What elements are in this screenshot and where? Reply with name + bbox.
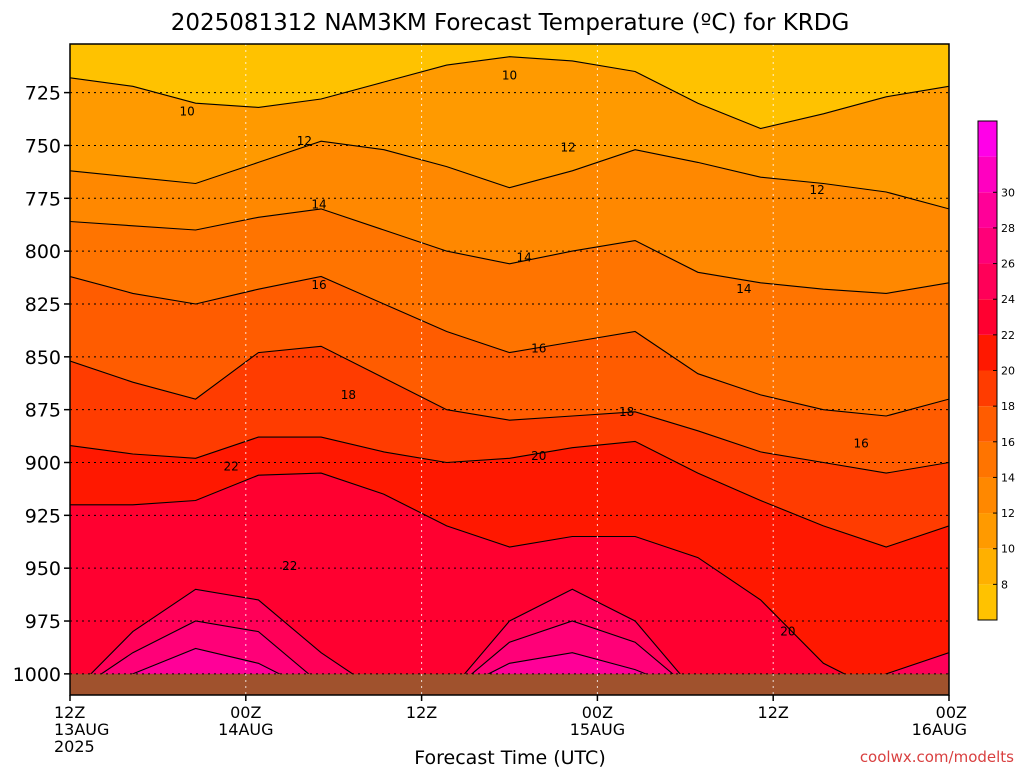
colorbar-swatch <box>978 192 997 228</box>
y-tick-label: 975 <box>25 611 61 633</box>
credit-text: coolwx.com/modelts <box>860 748 1014 766</box>
colorbar-label: 28 <box>1001 222 1015 235</box>
contour-label: 18 <box>341 388 356 402</box>
colorbar-label: 16 <box>1001 436 1015 449</box>
contour-label: 12 <box>297 134 312 148</box>
contour-line-28 <box>70 647 949 695</box>
colorbar-swatch <box>978 263 997 300</box>
y-tick-label: 850 <box>25 347 61 369</box>
colorbar: 8 10 12 14 16 18 20 22 24 26 28 30 <box>977 120 1015 621</box>
colorbar-swatch <box>978 406 997 442</box>
colorbar-swatch <box>978 548 997 585</box>
x-tick-label: 00Z <box>582 703 613 722</box>
contour-label: 22 <box>282 559 297 573</box>
y-tick-label: 875 <box>25 400 61 422</box>
x-tick-label: 14AUG <box>218 720 273 739</box>
colorbar-swatch <box>978 156 997 193</box>
colorbar-label: 18 <box>1001 400 1015 413</box>
y-tick-label: 925 <box>25 505 61 527</box>
colorbar-label: 20 <box>1001 365 1015 378</box>
contour-label: 16 <box>531 341 546 355</box>
contour-line-22 <box>70 472 949 695</box>
colorbar-swatch <box>978 441 997 478</box>
colorbar-swatch <box>978 334 997 371</box>
colorbar-label: 10 <box>1001 543 1015 556</box>
colorbar-swatch <box>978 477 997 514</box>
y-tick-label: 1000 <box>13 664 61 686</box>
colorbar-swatch <box>978 299 997 335</box>
colorbar-swatch <box>978 513 997 549</box>
contour-label: 14 <box>517 250 532 264</box>
colorbar-label: 24 <box>1001 293 1015 306</box>
y-tick-label: 775 <box>25 188 61 210</box>
contour-labels: 10 10 12 12 12 14 14 14 16 16 16 18 18 20 20 22 22 <box>180 69 869 639</box>
y-tick-label: 900 <box>25 453 61 475</box>
x-tick-label: 16AUG <box>912 720 967 739</box>
colorbar-label: 22 <box>1001 329 1015 342</box>
contour-line-26 <box>70 620 949 695</box>
y-tick-label: 950 <box>25 558 61 580</box>
colorbar-label: 14 <box>1001 471 1015 484</box>
colorbar-swatch <box>978 227 997 264</box>
x-tick-label: 12Z <box>54 703 85 722</box>
contour-label: 10 <box>180 105 195 119</box>
ground-layer <box>70 673 949 695</box>
contour-label: 14 <box>736 282 751 296</box>
contour-label: 20 <box>780 625 795 639</box>
contour-label: 22 <box>224 460 239 474</box>
contour-label: 16 <box>853 436 868 450</box>
contour-line-16 <box>70 275 949 417</box>
y-tick-label: 800 <box>25 241 61 263</box>
colorbar-label: 12 <box>1001 507 1015 520</box>
colorbar-swatch <box>978 584 997 620</box>
contour-label: 16 <box>311 278 326 292</box>
contour-label: 12 <box>560 141 575 155</box>
grid-lines <box>69 44 950 695</box>
colorbar-label: 8 <box>1001 578 1008 591</box>
x-axis-label: Forecast Time (UTC) <box>414 747 605 768</box>
chart-title: 2025081312 NAM3KM Forecast Temperature (… <box>171 10 850 36</box>
x-tick-label: 12Z <box>758 703 789 722</box>
x-tick-label: 2025 <box>54 737 95 756</box>
x-tick-label: 13AUG <box>54 720 109 739</box>
x-tick-label: 12Z <box>406 703 437 722</box>
contour-label: 10 <box>502 69 517 83</box>
contour-label: 18 <box>619 405 634 419</box>
contour-line-14 <box>70 208 949 294</box>
y-axis-ticks: 725 750 775 800 825 850 875 900 925 950 975 1000 <box>13 83 70 686</box>
temperature-fills <box>70 44 949 695</box>
contour-line-12 <box>70 140 949 210</box>
contour-label: 20 <box>531 449 546 463</box>
plot-frame <box>69 43 950 696</box>
contour-line-10 <box>70 56 949 130</box>
y-tick-label: 825 <box>25 294 61 316</box>
colorbar-label: 30 <box>1001 186 1015 199</box>
contour-label: 14 <box>311 198 326 212</box>
y-tick-label: 750 <box>25 135 61 157</box>
contour-label: 12 <box>810 183 825 197</box>
colorbar-swatch <box>978 370 997 407</box>
x-tick-label: 15AUG <box>570 720 625 739</box>
colorbar-label: 26 <box>1001 258 1015 271</box>
ground-fill <box>70 673 949 695</box>
colorbar-swatch <box>978 121 997 157</box>
x-tick-label: 00Z <box>936 703 967 722</box>
y-tick-label: 725 <box>25 83 61 105</box>
x-tick-label: 00Z <box>230 703 261 722</box>
contour-line-20 <box>70 436 949 548</box>
contour-line-18 <box>70 345 949 474</box>
